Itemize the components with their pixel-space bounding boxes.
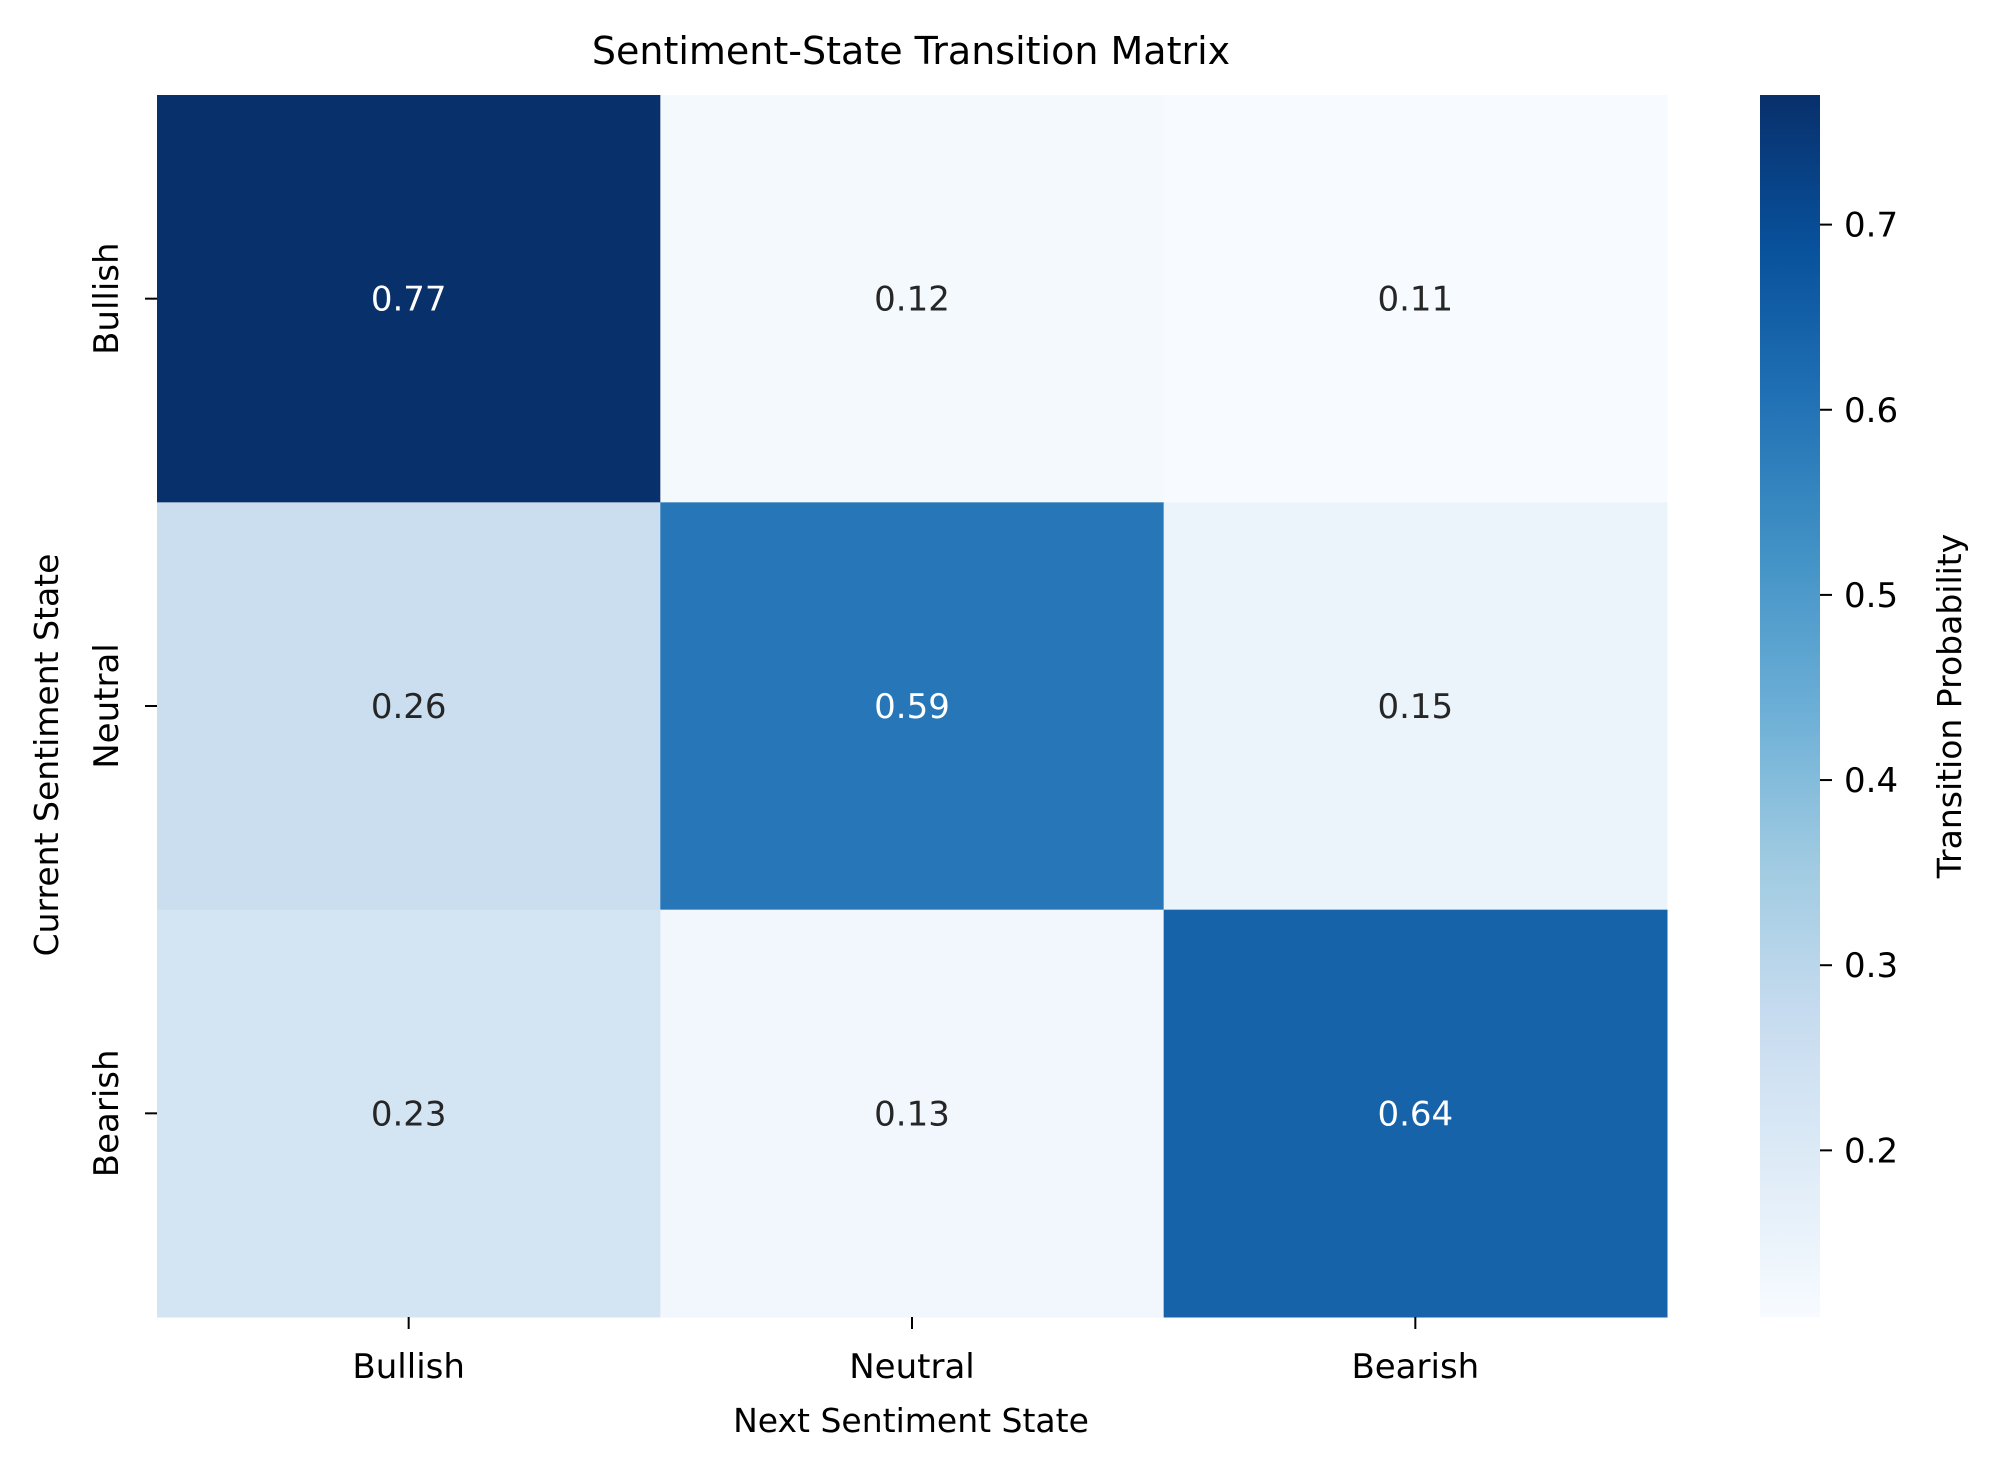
y-tick-label: Bearish <box>87 1049 127 1177</box>
x-axis-label: Next Sentiment State <box>733 1401 1089 1440</box>
y-tick-label: Bullish <box>87 242 127 354</box>
y-axis-label: Current Sentiment State <box>27 554 66 957</box>
heatmap-cell <box>660 95 1165 503</box>
colorbar-tick-label: 0.3 <box>1844 946 1898 986</box>
cell-value-label: 0.15 <box>1377 687 1453 727</box>
cell-value-label: 0.64 <box>1377 1094 1453 1134</box>
cell-value-label: 0.23 <box>371 1094 447 1134</box>
y-axis-ticks: Bullish Neutral Bearish <box>87 242 157 1177</box>
heatmap-cells <box>157 95 1668 1318</box>
colorbar-ticks: 0.2 0.3 0.4 0.5 0.6 0.7 <box>1820 206 1898 1171</box>
colorbar-tick-label: 0.6 <box>1844 391 1898 431</box>
x-tick-label: Bearish <box>1351 1347 1479 1387</box>
x-tick-label: Neutral <box>849 1347 975 1387</box>
x-tick-label: Bullish <box>352 1347 464 1387</box>
y-tick-label: Neutral <box>87 643 127 769</box>
colorbar-tick-label: 0.4 <box>1844 761 1898 801</box>
heatmap-cell <box>660 502 1165 911</box>
heatmap-cell-labels: 0.77 0.12 0.11 0.26 0.59 0.15 0.23 0.13 0.64 <box>371 280 1453 1135</box>
colorbar <box>1760 95 1820 1317</box>
heatmap-cell <box>1163 95 1668 503</box>
heatmap-cell <box>660 909 1165 1318</box>
heatmap-cell <box>157 909 661 1318</box>
cell-value-label: 0.13 <box>874 1094 950 1134</box>
colorbar-label: Transition Probability <box>1930 534 1969 880</box>
colorbar-tick-label: 0.7 <box>1844 206 1898 246</box>
cell-value-label: 0.59 <box>874 687 950 727</box>
heatmap-cell <box>157 95 661 503</box>
cell-value-label: 0.12 <box>874 280 950 320</box>
chart-title: Sentiment-State Transition Matrix <box>592 29 1230 73</box>
colorbar-tick-label: 0.5 <box>1844 576 1898 616</box>
cell-value-label: 0.77 <box>371 280 447 320</box>
x-axis-ticks: Bullish Neutral Bearish <box>352 1317 1479 1387</box>
colorbar-tick-label: 0.2 <box>1844 1131 1898 1171</box>
heatmap-cell <box>1163 502 1668 911</box>
heatmap-cell <box>157 502 661 911</box>
cell-value-label: 0.26 <box>371 687 447 727</box>
heatmap-cell <box>1163 909 1668 1318</box>
cell-value-label: 0.11 <box>1377 280 1453 320</box>
